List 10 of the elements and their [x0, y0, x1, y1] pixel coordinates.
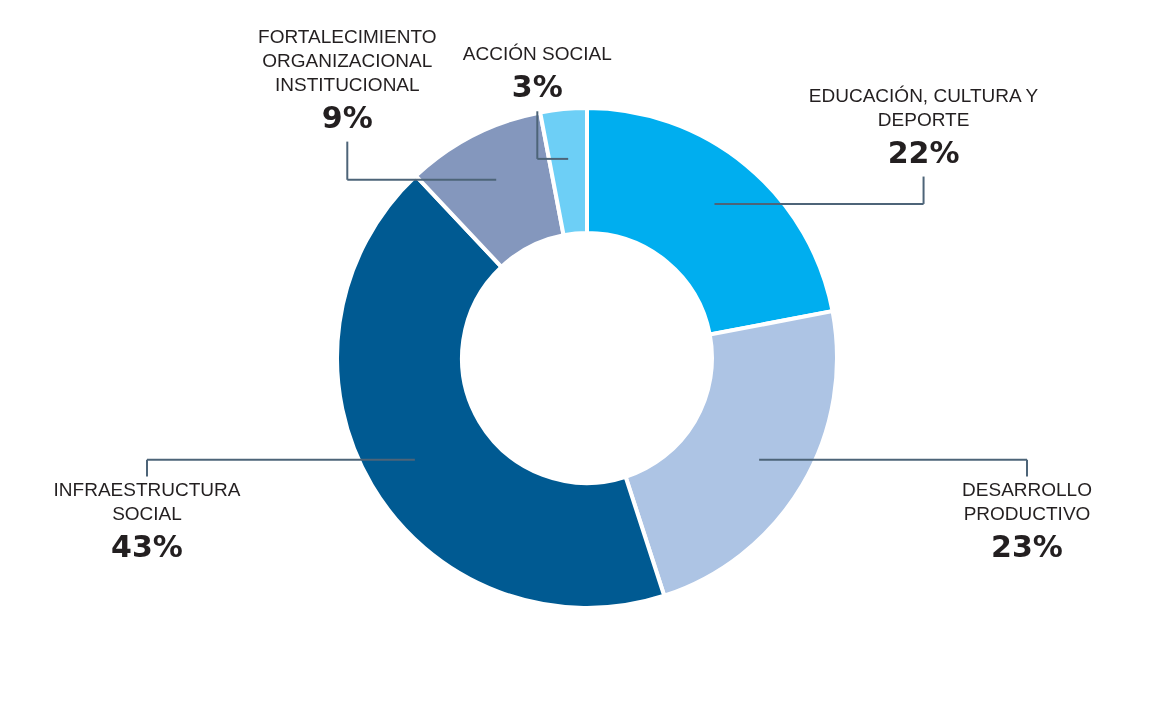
- data-label: 23%: [991, 528, 1063, 564]
- slice-label: DESARROLLO PRODUCTIVO: [962, 478, 1092, 524]
- slice-label: FORTALECIMIENTO ORGANIZACIONAL INSTITUCIONAL: [258, 25, 437, 95]
- data-label: 43%: [111, 528, 183, 564]
- data-label: 9%: [321, 99, 373, 135]
- data-label: 3%: [511, 69, 563, 105]
- slice-label: EDUCACIÓN, CULTURA Y DEPORTE: [808, 84, 1039, 130]
- data-label: 22%: [887, 134, 960, 170]
- slice-label: INFRAESTRUCTURA SOCIAL: [53, 478, 241, 524]
- slice-label: ACCIÓN SOCIAL: [462, 43, 612, 65]
